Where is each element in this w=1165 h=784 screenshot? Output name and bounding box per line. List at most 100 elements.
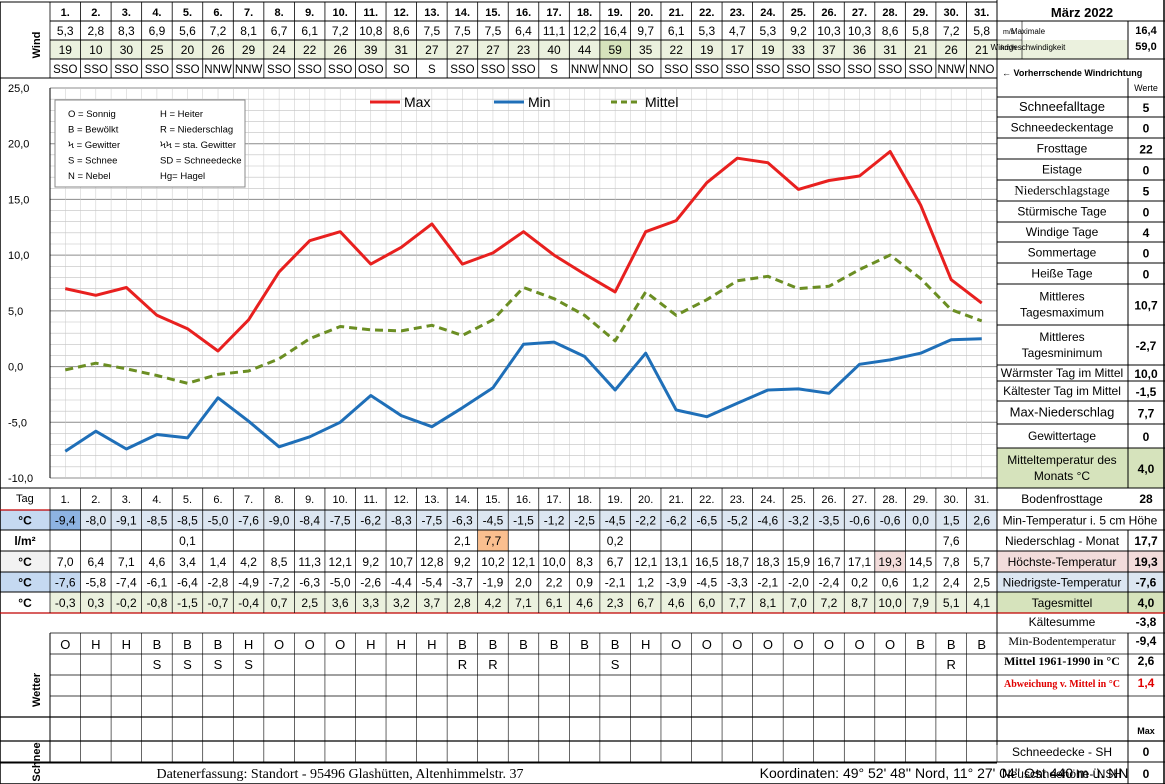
stat-label: Windige Tage [1026,225,1099,239]
wind-direction-cell: SSO [817,64,841,76]
weather-symbol: B [611,637,620,652]
day-header: 29. [913,7,928,19]
stat-label: Stürmische Tage [1017,205,1106,219]
table-day-header: 28. [882,494,897,506]
table-cell: 3,4 [179,555,196,569]
unit-bg-2 [0,551,50,572]
table-cell: 1,2 [637,576,654,590]
wind-kmh-cell: 33 [792,43,806,57]
wind-ms-cell: 9,2 [790,24,807,38]
table-cell: 2,6 [973,514,990,528]
wind-direction-cell: SSO [84,64,108,76]
day-header: 25. [791,7,806,19]
month-mean-bg [997,448,1165,488]
table-cell: 7,8 [943,555,960,569]
row-label: Tagesmittel [1032,596,1093,610]
table-cell: -1,2 [544,514,565,528]
wind-kmh-cell: 19 [700,43,714,57]
wind-ms-cell: 5,6 [179,24,196,38]
weather-symbol: O [335,637,345,652]
table-cell: -8,4 [299,514,320,528]
wind-kmh-cell: 27 [425,43,439,57]
stat-label: Wärmster Tag im Mittel [1001,366,1123,380]
table-cell: 9,2 [362,555,379,569]
table-cell: -7,2 [269,576,290,590]
weather-symbol: B [458,637,467,652]
row-label: Niedrigste-Temperatur [1003,576,1122,590]
weather-symbol: B [519,637,528,652]
table-day-header: 8. [275,494,284,506]
wind-ms-cell: 7,2 [332,24,349,38]
weather-symbol: O [885,637,895,652]
weather-symbol: O [824,637,834,652]
legend-key-left: O = Sonnig [68,109,116,120]
table-cell: -6,3 [452,514,473,528]
stat-value: -1,5 [1136,385,1157,399]
day-header: 3. [122,7,131,19]
table-cell: 1,5 [943,514,960,528]
table-cell: 11,3 [298,555,321,569]
table-cell: -4,4 [391,576,412,590]
table-day-header: 5. [183,494,192,506]
wind-kmh-cell: 26 [211,43,225,57]
wind-kmh-cell: 26 [334,43,348,57]
day-header: 9. [305,7,314,19]
max-label: Maximale [1011,27,1046,36]
table-cell: 2,3 [607,596,624,610]
table-cell: 10,0 [878,596,902,610]
weather-side-label: Abweichung v. Mittel in °C [1004,679,1120,690]
weather-side-label: Min-Bodentemperatur [1008,634,1115,648]
table-day-header: 26. [821,494,836,506]
series-legend-label-min: Min [528,94,551,110]
table-cell: 12,1 [329,555,353,569]
table-cell: 0,7 [271,596,288,610]
table-cell: -7,5 [330,514,351,528]
weather-symbol: O [732,637,742,652]
day-header: 31. [974,7,989,19]
day-header: 2. [91,7,100,19]
table-day-header: 23. [730,494,745,506]
day-header: 1. [61,7,70,19]
table-cell: -8,0 [85,514,106,528]
table-cell: -0,7 [208,596,229,610]
weather-symbol: O [763,637,773,652]
snow-value: 0 [1143,767,1150,781]
stat-value: 10,0 [1134,367,1158,381]
wind-ms-cell: 9,7 [637,24,654,38]
table-cell: -0,4 [238,596,259,610]
stat-value: 0 [1143,430,1150,444]
table-cell: -2,1 [605,576,626,590]
weather-symbol: O [854,637,864,652]
stat-value: 0 [1143,247,1150,261]
table-cell: -5,0 [208,514,229,528]
day-header: 18. [577,7,592,19]
table-cell: -5,8 [85,576,106,590]
wind-ms-cell: 7,2 [943,24,960,38]
legend-key-left: Ϟ = Gewitter [68,140,120,151]
weather-symbol: H [366,637,375,652]
row-summary-value: 4,0 [1138,596,1155,610]
row-label: Niederschlag - Monat [1005,534,1120,548]
table-cell: 6,7 [637,596,654,610]
table-cell: 0,1 [179,534,196,548]
wind-ms-cell: 5,3 [57,24,74,38]
stat-value: 22 [1139,143,1153,157]
day-header: 6. [213,7,222,19]
table-cell: 8,3 [576,555,593,569]
table-cell: 4,6 [668,596,685,610]
table-cell: 0,6 [882,576,899,590]
table-cell: -5,4 [422,576,443,590]
series-legend-label-max: Max [404,94,430,110]
wind-direction-cell: SSO [756,64,780,76]
table-cell: 7,1 [515,596,532,610]
day-header: 16. [516,7,531,19]
wind-direction-cell: SSO [695,64,719,76]
table-cell: -2,1 [758,576,779,590]
table-cell: 15,9 [787,555,811,569]
stat-label: Mitteltemperatur des [1007,453,1116,467]
wind-direction-cell: NNW [937,64,965,76]
table-cell: -7,5 [422,514,443,528]
table-day-header: 20. [638,494,653,506]
stat-value: 4 [1143,226,1150,240]
wind-kmh-cell: 22 [670,43,684,57]
